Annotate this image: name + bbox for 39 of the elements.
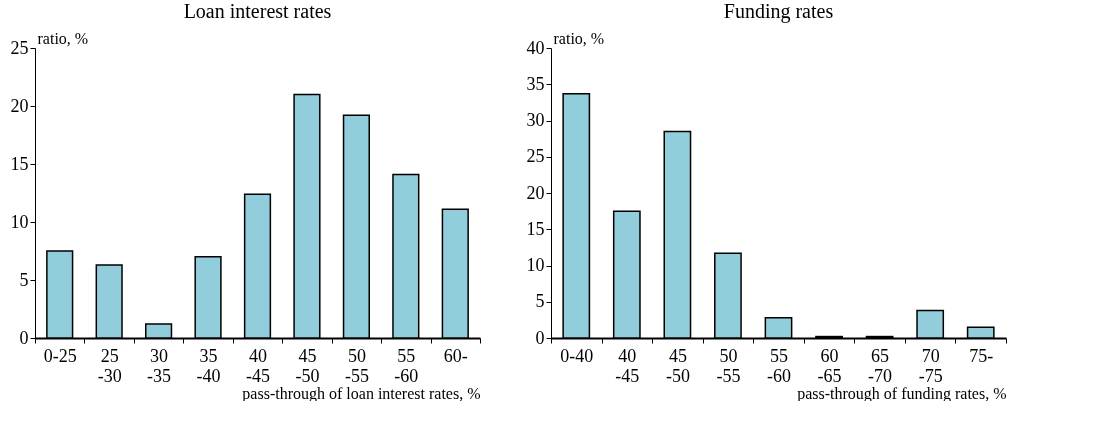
x-tick-label: 0-25 [43, 345, 77, 366]
y-axis-title: ratio, % [37, 29, 89, 47]
x-tick-label: 25 -30 [97, 345, 122, 386]
y-tick-label: 25 [10, 37, 29, 58]
y-tick-label: 15 [10, 153, 29, 174]
x-tick-label: 45 -50 [295, 345, 320, 386]
x-tick-label: 0-40 [560, 345, 594, 366]
y-tick-label: 25 [526, 146, 545, 167]
y-tick-label: 0 [19, 327, 29, 348]
x-axis-title: pass-through of loan interest rates, % [242, 384, 481, 403]
x-tick-label: 30 -35 [147, 345, 172, 386]
y-tick-label: 0 [535, 327, 545, 348]
x-tick-label: 55 -60 [767, 345, 791, 386]
x-tick-label: 60 -65 [817, 345, 842, 386]
y-tick-label: 15 [526, 218, 545, 239]
x-axis-title: pass-through of funding rates, % [797, 384, 1007, 403]
y-axis-title: ratio, % [553, 29, 605, 47]
x-tick-label: 50 -55 [716, 345, 741, 386]
y-tick-label: 35 [526, 73, 545, 94]
y-tick-label: 40 [526, 37, 545, 58]
y-tick-label: 20 [526, 182, 545, 203]
y-tick-label: 5 [535, 291, 545, 312]
x-tick-label: 50 -55 [344, 345, 369, 386]
y-tick-label: 10 [526, 255, 545, 275]
x-tick-label: 40 -45 [615, 345, 640, 386]
chart-title: Loan interest rates [183, 0, 332, 22]
y-tick-label: 10 [10, 211, 29, 232]
x-tick-label: 60- [443, 345, 468, 366]
x-tick-label: 75- [969, 345, 994, 366]
x-tick-label: 45 -50 [665, 345, 690, 386]
chart-title: Funding rates [723, 0, 834, 23]
y-tick-label: 30 [526, 110, 545, 130]
x-tick-label: 65 -70 [868, 345, 893, 386]
x-tick-label: 55 -60 [394, 345, 419, 386]
x-tick-label: 40 -45 [246, 345, 270, 386]
x-tick-label: 35 -40 [196, 345, 221, 386]
y-tick-label: 5 [19, 269, 29, 290]
y-tick-label: 20 [10, 95, 29, 116]
x-tick-label: 70 -75 [918, 345, 943, 386]
